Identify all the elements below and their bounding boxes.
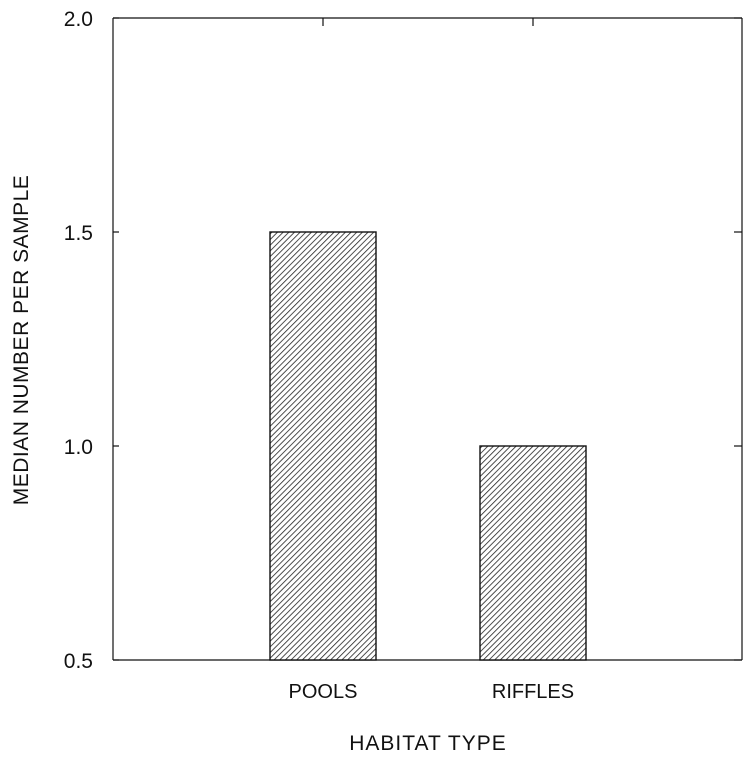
y-tick-label: 0.5 <box>64 650 93 673</box>
plot-frame <box>112 17 743 661</box>
y-tick-label: 2.0 <box>64 8 93 31</box>
x-category-label-riffles: RIFFLES <box>492 681 574 703</box>
y-axis-title: MEDIAN NUMBER PER SAMPLE <box>10 175 33 506</box>
x-axis-title: HABITAT TYPE <box>349 732 506 755</box>
bars-group <box>269 231 587 661</box>
x-category-label-pools: POOLS <box>289 681 358 703</box>
y-axis-ticks <box>113 17 742 661</box>
x-axis-ticks <box>322 18 534 26</box>
y-tick-label: 1.0 <box>64 436 93 459</box>
bar-riffles <box>479 445 587 661</box>
x-axis-category-labels: POOLS RIFFLES <box>289 681 575 703</box>
y-tick-label: 1.5 <box>64 222 93 245</box>
y-axis-tick-labels: 0.5 1.0 1.5 2.0 <box>64 8 93 673</box>
bar-pools <box>269 231 377 661</box>
